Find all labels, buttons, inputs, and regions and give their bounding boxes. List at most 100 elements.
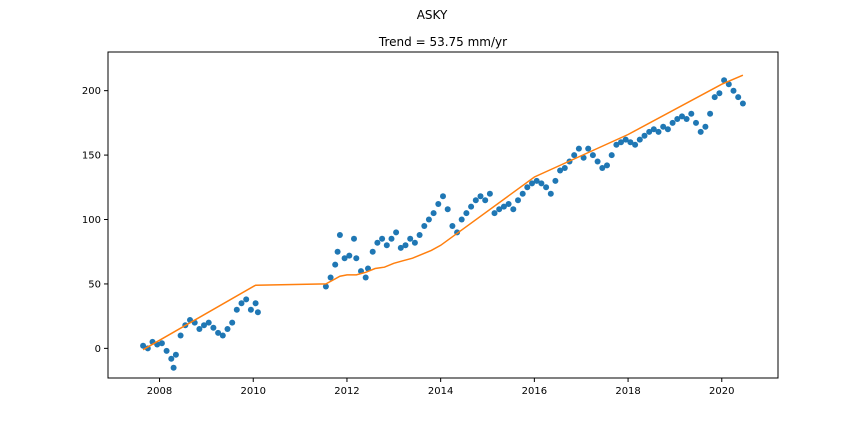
data-point [140, 342, 147, 349]
data-point [229, 319, 236, 326]
data-point [557, 167, 564, 174]
data-point [599, 165, 606, 171]
data-point [163, 347, 170, 354]
data-point [353, 255, 360, 262]
data-point [529, 180, 535, 187]
data-point [594, 158, 601, 165]
data-point [482, 197, 489, 204]
x-axis: 2008 2010 2012 2014 2016 2018 2020 [147, 378, 735, 397]
data-point [254, 309, 261, 316]
data-point [219, 332, 226, 339]
data-point [411, 239, 418, 246]
data-point [233, 306, 240, 313]
data-point [205, 319, 212, 326]
data-point [515, 197, 521, 204]
data-point [618, 139, 624, 146]
data-point [585, 145, 592, 152]
data-point [477, 193, 484, 200]
data-point [468, 203, 475, 210]
trend-line [142, 74, 744, 351]
data-point [402, 242, 409, 249]
data-point [388, 235, 395, 242]
data-point [613, 141, 620, 148]
data-point [416, 232, 423, 238]
data-point [608, 152, 615, 159]
data-point [707, 110, 714, 117]
data-point [491, 210, 498, 217]
data-point [589, 152, 596, 159]
x-tick-label: 2014 [428, 386, 453, 397]
data-point [716, 90, 723, 97]
data-point [243, 296, 250, 303]
data-point [500, 203, 507, 210]
data-point [496, 206, 503, 213]
x-tick-label: 2010 [241, 386, 266, 397]
data-point [383, 242, 390, 249]
data-point [679, 113, 685, 120]
data-point [505, 201, 512, 207]
data-point [739, 100, 746, 107]
data-point [435, 201, 442, 207]
chart-title: ASKY [417, 8, 448, 22]
data-point [168, 355, 175, 362]
data-point [650, 126, 657, 133]
data-point [641, 132, 648, 139]
data-point [196, 326, 203, 332]
data-point [346, 252, 353, 259]
data-point [449, 223, 456, 229]
data-point [533, 177, 540, 184]
data-point [397, 244, 404, 251]
data-point [669, 119, 676, 126]
data-point [519, 190, 526, 197]
data-point [458, 216, 465, 223]
chart-subtitle: Trend = 53.75 mm/yr [378, 35, 507, 49]
data-point [463, 210, 470, 217]
data-point [336, 232, 343, 238]
data-point [393, 229, 400, 236]
data-point [711, 94, 718, 101]
data-point [407, 235, 414, 242]
data-point [224, 326, 231, 332]
data-point [524, 184, 531, 191]
data-point [510, 206, 517, 213]
data-point [177, 332, 184, 339]
data-point [379, 235, 386, 242]
data-point [683, 116, 690, 122]
y-tick-label: 100 [82, 215, 101, 226]
data-point [604, 162, 610, 169]
y-axis: 0 50 100 150 200 [82, 86, 108, 355]
data-point [341, 255, 348, 262]
data-point [351, 235, 357, 242]
data-point [472, 197, 479, 204]
data-point [369, 248, 376, 255]
x-tick-label: 2018 [615, 386, 640, 397]
x-tick-label: 2016 [522, 386, 547, 397]
data-point [425, 216, 432, 223]
data-point [693, 119, 699, 126]
y-tick-label: 200 [82, 86, 101, 97]
data-point [170, 364, 177, 371]
data-point [215, 329, 222, 336]
data-point [627, 139, 634, 146]
data-point [660, 123, 667, 130]
y-tick-label: 0 [95, 344, 101, 355]
data-point [421, 223, 428, 229]
data-point [632, 141, 639, 148]
data-point [688, 110, 695, 117]
axes-frame [107, 51, 779, 379]
data-point [247, 306, 254, 313]
data-point [552, 177, 559, 184]
data-point [238, 300, 245, 307]
data-point [158, 340, 165, 347]
data-point [486, 190, 493, 197]
data-point [201, 322, 207, 329]
x-tick-label: 2012 [334, 386, 359, 397]
data-point [172, 351, 179, 358]
x-tick-label: 2020 [709, 386, 734, 397]
data-point [735, 94, 742, 101]
y-tick-label: 150 [82, 151, 101, 162]
data-point [646, 128, 653, 135]
plot-area [140, 74, 746, 371]
data-point [575, 145, 582, 152]
